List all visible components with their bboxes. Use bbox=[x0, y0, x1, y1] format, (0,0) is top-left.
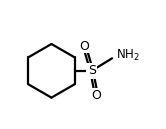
Text: NH$_2$: NH$_2$ bbox=[116, 48, 140, 63]
Text: S: S bbox=[88, 64, 96, 77]
Text: O: O bbox=[91, 89, 101, 102]
Text: O: O bbox=[80, 40, 89, 53]
